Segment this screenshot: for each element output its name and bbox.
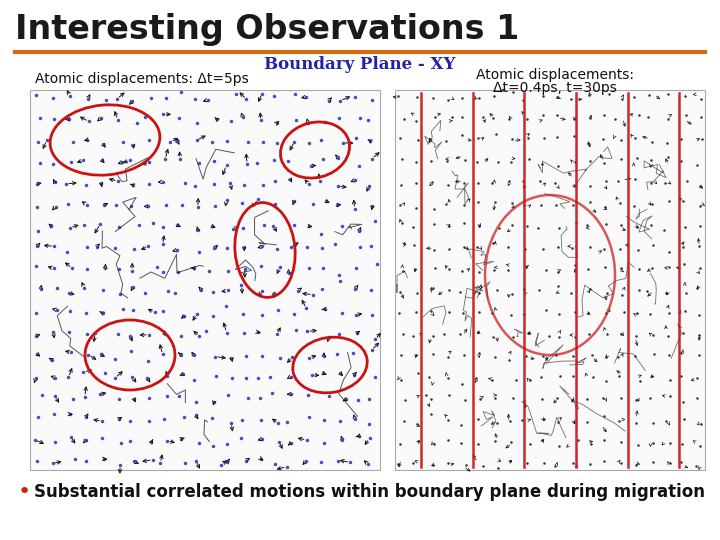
- Bar: [30, 90, 380, 470]
- Text: Atomic displacements:: Atomic displacements:: [476, 68, 634, 82]
- Text: Atomic displacements: Δt=5ps: Atomic displacements: Δt=5ps: [35, 72, 248, 86]
- Text: Substantial correlated motions within boundary plane during migration: Substantial correlated motions within bo…: [34, 483, 705, 501]
- Text: Δt=0.4ps, t=30ps: Δt=0.4ps, t=30ps: [493, 81, 617, 95]
- Text: Boundary Plane - XY: Boundary Plane - XY: [264, 56, 456, 73]
- Bar: [395, 90, 705, 470]
- Text: •: •: [18, 482, 31, 502]
- Text: Interesting Observations 1: Interesting Observations 1: [15, 13, 519, 46]
